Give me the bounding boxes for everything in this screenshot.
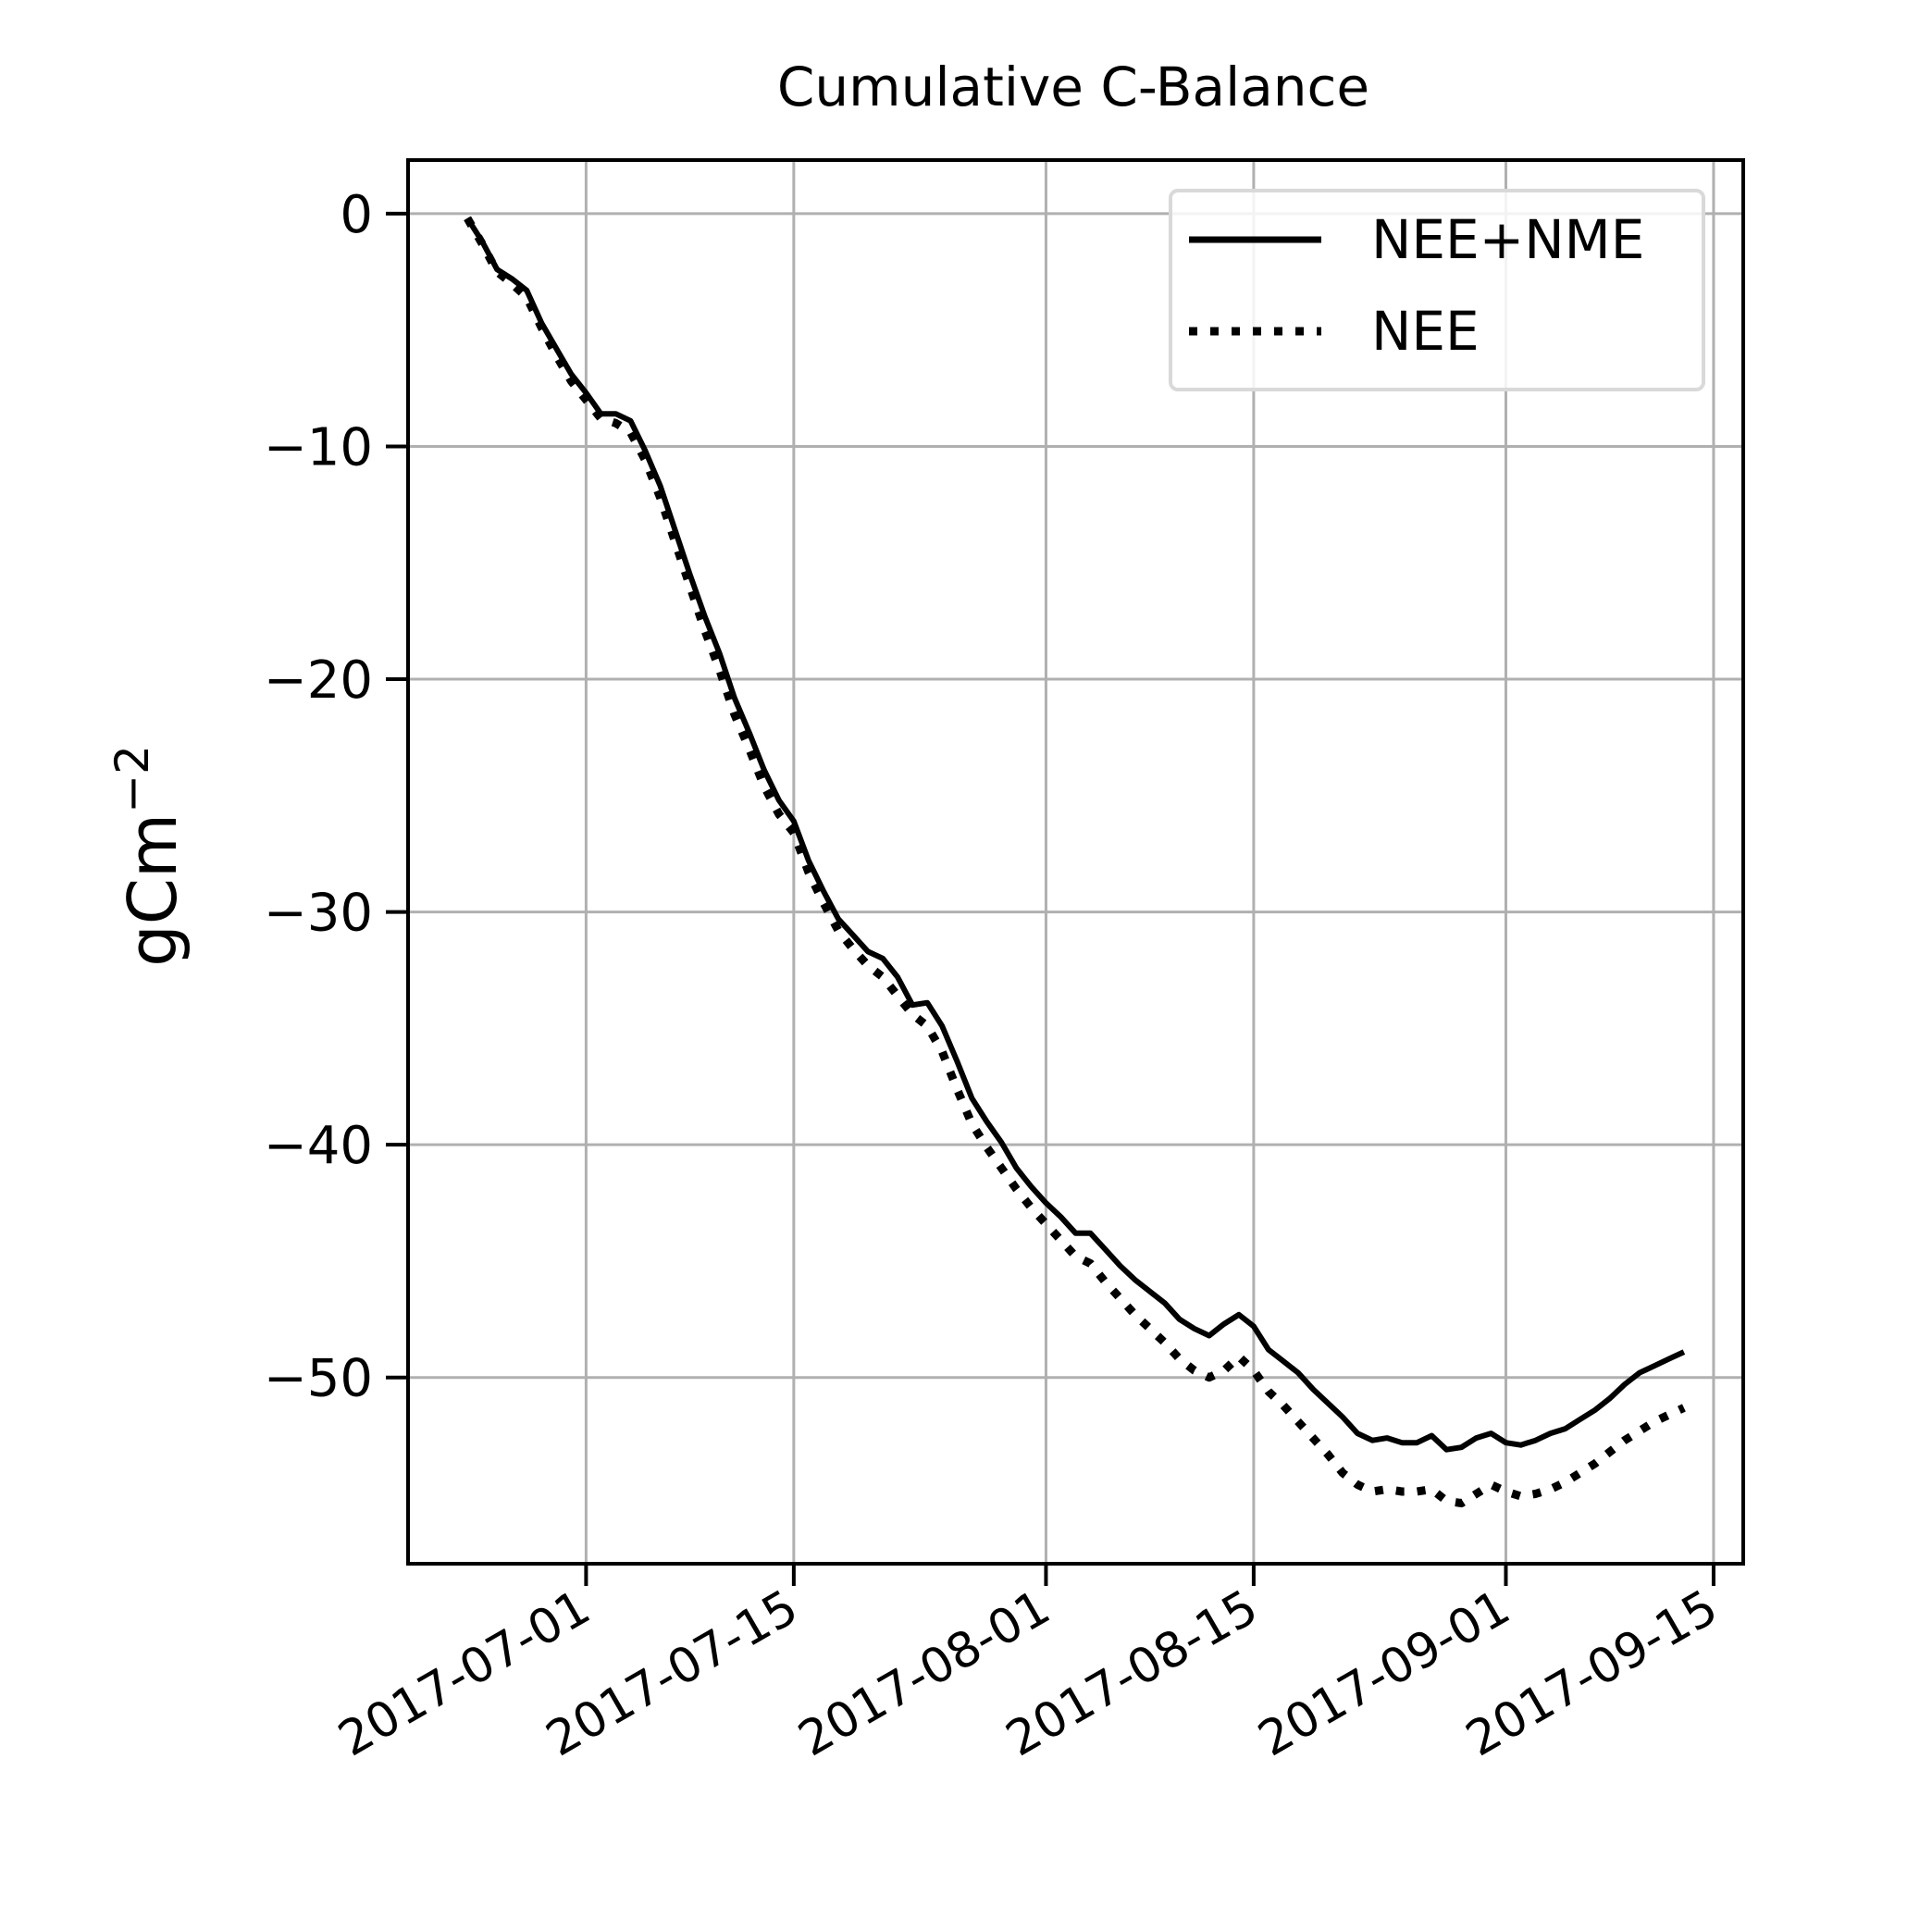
y-axis-label-exponent: −2 <box>105 745 159 813</box>
y-axis-label-base: gCm <box>114 813 192 967</box>
plot-frame <box>406 158 1745 1566</box>
y-tick-label: −30 <box>264 884 373 944</box>
chart-title: Cumulative C-Balance <box>777 56 1369 118</box>
legend-label-nee-nme: NEE+NME <box>1371 208 1644 271</box>
y-tick-label: −50 <box>264 1349 373 1409</box>
legend-label-nee: NEE <box>1371 300 1480 363</box>
y-tick-label: −40 <box>264 1116 373 1176</box>
plot-series <box>464 216 1686 1508</box>
y-tick-label: 0 <box>340 185 373 245</box>
y-tick-label: −10 <box>264 417 373 477</box>
y-axis-label: gCm−2 <box>105 745 192 967</box>
legend: NEE+NME NEE <box>1169 189 1705 391</box>
y-tick-label: −20 <box>264 650 373 711</box>
series-line-nee <box>464 216 1686 1508</box>
